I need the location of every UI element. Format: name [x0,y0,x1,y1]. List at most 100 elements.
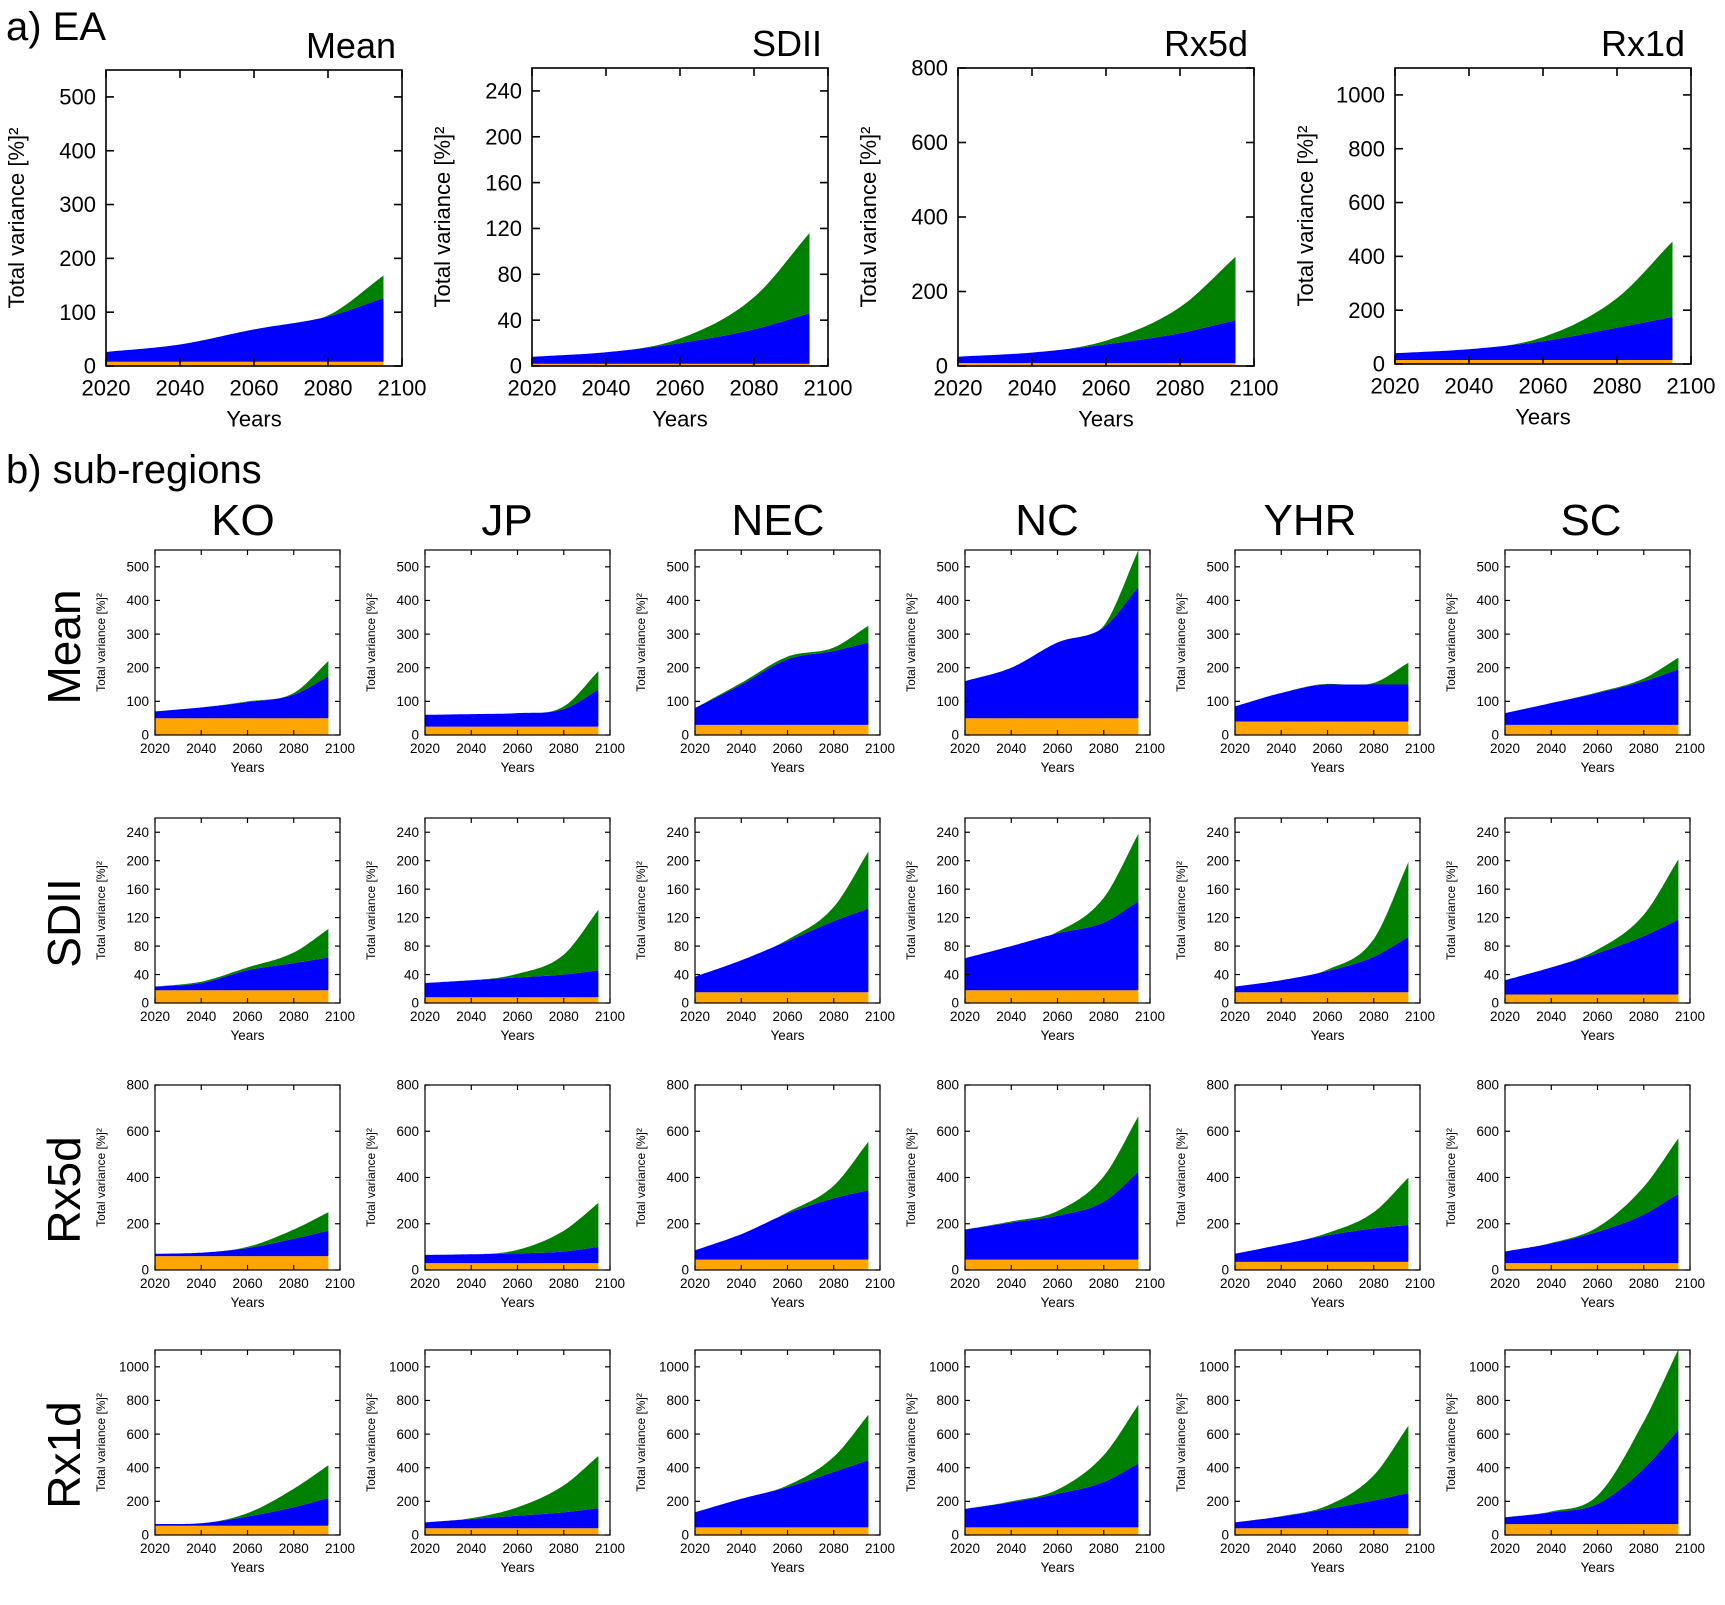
ytick-label-ea-rx1d-800: 800 [1348,136,1385,161]
ytick-label-nc-mean-0: 0 [951,728,959,743]
area-model-nc-rx1d [965,1463,1139,1528]
xlabel-ko-mean: Years [230,760,264,775]
ytick-label-sc-sdii-80: 80 [1484,939,1499,954]
ytick-label-ea-rx1d-0: 0 [1373,352,1385,377]
area-internal-ea-mean [106,361,384,366]
ylabel-sc-sdii: Total variance [%]² [1444,861,1458,960]
ytick-label-yhr-rx1d-400: 400 [1206,1460,1229,1475]
region-header-ko: KO [211,496,275,545]
ytick-label-nec-mean-100: 100 [666,694,689,709]
xtick-label-ko-mean-2080: 2080 [279,741,309,756]
xlabel-yhr-sdii: Years [1310,1028,1344,1043]
ytick-label-yhr-sdii-240: 240 [1206,825,1229,840]
ytick-label-ko-mean-400: 400 [126,593,149,608]
ylabel-ea-mean: Total variance [%]² [4,128,29,309]
ytick-label-sc-mean-100: 100 [1476,694,1499,709]
ytick-label-yhr-rx1d-0: 0 [1221,1528,1229,1543]
xtick-label-sc-sdii-2080: 2080 [1629,1009,1659,1024]
area-internal-nec-rx5d [695,1259,869,1270]
panel-ea-sdii: 0 40 80 120 160 200 240 2020 2040 2060 2080 2100 Yea… [430,23,852,432]
xtick-label-ko-rx1d-2080: 2080 [279,1541,309,1556]
panel-sc-rx1d: 0 200 400 600 800 1000 2020 2040 2060 2080 2100 Yea… [1444,1349,1705,1575]
area-model-sc-rx1d [1505,1429,1679,1525]
xtick-label-nec-mean-2100: 2100 [865,741,895,756]
panel-nec-rx1d: 0 200 400 600 800 1000 2020 2040 2060 2080 2100 Yea… [634,1349,895,1575]
area-model-ko-mean [155,676,329,719]
xtick-label-sc-rx1d-2020: 2020 [1490,1541,1520,1556]
xtick-label-yhr-rx1d-2080: 2080 [1359,1541,1389,1556]
xtick-label-ea-mean-2080: 2080 [304,376,353,401]
ytick-label-jp-rx5d-0: 0 [411,1263,419,1278]
ytick-label-jp-mean-400: 400 [396,593,419,608]
ytick-label-ea-sdii-80: 80 [498,262,522,287]
xtick-label-yhr-mean-2020: 2020 [1220,741,1250,756]
area-internal-nec-sdii [695,992,869,1003]
xlabel-jp-mean: Years [500,760,534,775]
ytick-label-ko-rx1d-800: 800 [126,1393,149,1408]
area-scenario-yhr-mean [1235,662,1409,707]
xtick-label-nec-sdii-2060: 2060 [772,1009,802,1024]
xtick-label-ko-rx5d-2040: 2040 [186,1276,216,1291]
ytick-label-nec-rx1d-200: 200 [666,1494,689,1509]
ytick-label-yhr-sdii-120: 120 [1206,910,1229,925]
ytick-label-ea-rx1d-600: 600 [1348,190,1385,215]
ytick-label-nc-rx1d-600: 600 [936,1427,959,1442]
xtick-label-sc-rx1d-2100: 2100 [1675,1541,1705,1556]
xtick-label-yhr-rx5d-2040: 2040 [1266,1276,1296,1291]
ytick-label-nec-rx5d-400: 400 [666,1170,689,1185]
xtick-label-sc-sdii-2020: 2020 [1490,1009,1520,1024]
region-header-nc: NC [1015,496,1079,545]
ytick-label-ko-mean-500: 500 [126,560,149,575]
ytick-label-jp-mean-200: 200 [396,660,419,675]
xtick-label-nec-rx5d-2020: 2020 [680,1276,710,1291]
xtick-label-sc-mean-2020: 2020 [1490,741,1520,756]
xtick-label-yhr-sdii-2100: 2100 [1405,1009,1435,1024]
xtick-label-ko-rx1d-2100: 2100 [325,1541,355,1556]
xtick-label-nec-mean-2080: 2080 [819,741,849,756]
ytick-label-jp-rx1d-800: 800 [396,1393,419,1408]
area-internal-jp-rx5d [425,1263,599,1270]
area-model-jp-rx5d [425,1246,599,1264]
xtick-label-yhr-rx1d-2060: 2060 [1312,1541,1342,1556]
region-headers: KO JP NEC NC YHR SC [211,496,1621,545]
ytick-label-nc-rx1d-800: 800 [936,1393,959,1408]
xtick-label-yhr-sdii-2020: 2020 [1220,1009,1250,1024]
xtick-label-nec-rx5d-2060: 2060 [772,1276,802,1291]
area-internal-sc-rx5d [1505,1263,1679,1270]
ytick-label-ea-mean-200: 200 [59,246,96,271]
ytick-label-nec-sdii-240: 240 [666,825,689,840]
xlabel-yhr-rx5d: Years [1310,1295,1344,1310]
ytick-label-nec-mean-200: 200 [666,660,689,675]
xtick-label-nec-sdii-2020: 2020 [680,1009,710,1024]
ytick-label-nc-sdii-160: 160 [936,882,959,897]
ylabel-nc-rx1d: Total variance [%]² [904,1393,918,1492]
area-internal-yhr-sdii [1235,992,1409,1003]
ytick-label-ea-sdii-40: 40 [498,308,522,333]
xtick-label-ko-rx5d-2060: 2060 [232,1276,262,1291]
area-model-nec-rx5d [695,1190,869,1260]
xtick-label-nec-mean-2020: 2020 [680,741,710,756]
xtick-label-nc-rx1d-2060: 2060 [1042,1541,1072,1556]
area-scenario-nec-sdii [695,851,869,977]
area-scenario-nec-rx5d [695,1141,869,1251]
area-model-nec-mean [695,642,869,725]
ytick-label-nc-sdii-80: 80 [944,939,959,954]
xtick-label-nc-sdii-2100: 2100 [1135,1009,1165,1024]
region-header-nec: NEC [732,496,825,545]
xtick-label-nec-rx1d-2080: 2080 [819,1541,849,1556]
xtick-label-yhr-sdii-2060: 2060 [1312,1009,1342,1024]
row-header-sdii: SDII [38,878,90,967]
ytick-label-yhr-rx1d-1000: 1000 [1199,1360,1229,1375]
area-internal-nec-rx1d [695,1527,869,1535]
area-scenario-nc-rx1d [965,1404,1139,1509]
ytick-label-jp-rx5d-400: 400 [396,1170,419,1185]
area-scenario-ko-sdii [155,929,329,987]
xtick-label-nec-rx1d-2060: 2060 [772,1541,802,1556]
xtick-label-jp-rx5d-2100: 2100 [595,1276,625,1291]
ylabel-nec-rx5d: Total variance [%]² [634,1128,648,1227]
area-model-jp-sdii [425,970,599,998]
ylabel-sc-rx5d: Total variance [%]² [1444,1128,1458,1227]
xtick-label-nc-rx5d-2020: 2020 [950,1276,980,1291]
xtick-label-ko-sdii-2080: 2080 [279,1009,309,1024]
